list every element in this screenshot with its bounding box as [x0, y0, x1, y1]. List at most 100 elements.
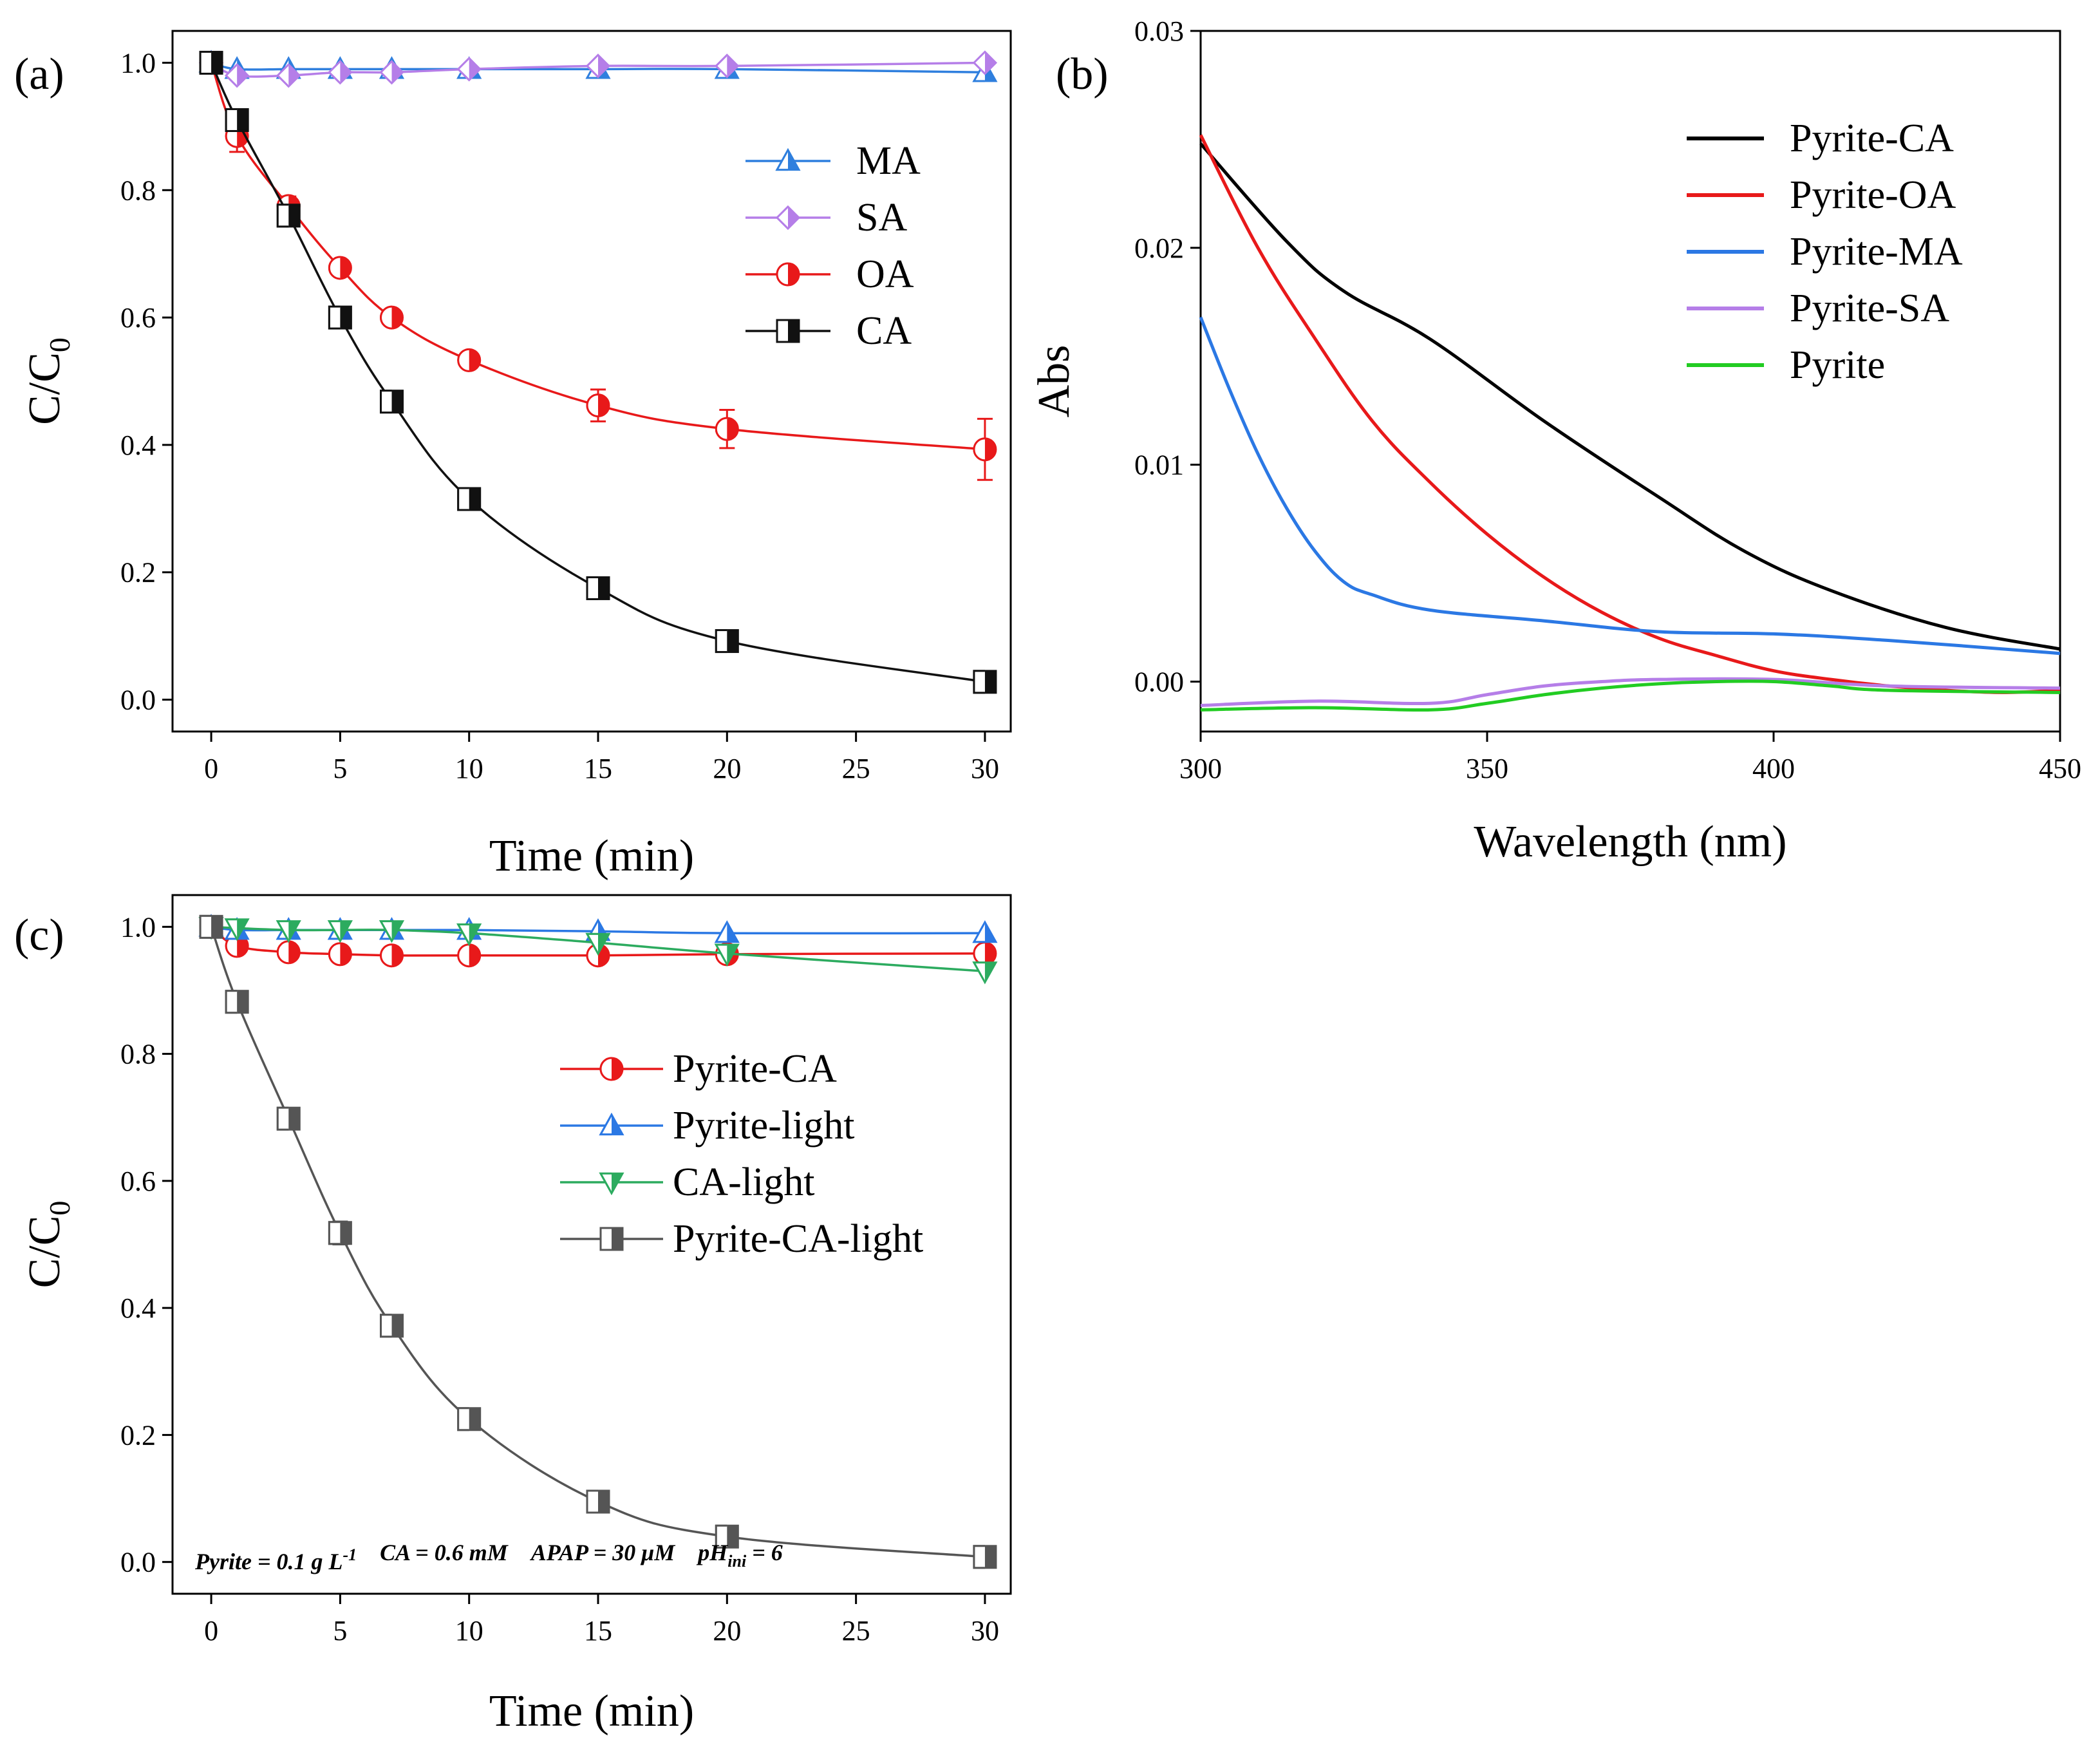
plot-frame: [171, 30, 1012, 733]
legend-label: Pyrite-SA: [1790, 287, 1949, 330]
panel-label: (b): [1056, 50, 1109, 99]
legend-marker-open-half: [775, 147, 788, 171]
data-point-open-half: [380, 943, 392, 968]
data-point-open-half: [327, 920, 341, 943]
series-line: [1199, 134, 2061, 694]
y-tick-label: 1.0: [120, 911, 156, 943]
series-Pyrite-OA: Pyrite-OA: [1199, 134, 2061, 694]
series-line: [1199, 316, 2061, 656]
y-axis-title: C/C0: [20, 1201, 76, 1289]
y-tick-label: 0.4: [120, 430, 156, 461]
data-point-open-half: [715, 53, 727, 79]
data-point-open-half: [225, 990, 238, 1014]
y-tick-label: 0.8: [120, 1039, 156, 1070]
x-tick-label: 15: [584, 753, 612, 784]
data-point-open-half: [973, 437, 985, 462]
x-tick-label: 10: [455, 753, 483, 784]
x-tick-label: 5: [333, 1615, 347, 1647]
legend-label: MA: [856, 139, 921, 183]
data-point-open-half: [457, 487, 469, 511]
x-tick-label: 15: [584, 1615, 612, 1647]
x-tick-label: 30: [971, 753, 999, 784]
y-tick-label: 0.03: [1134, 15, 1184, 47]
data-point-open-half: [457, 943, 469, 968]
series-line: [1200, 677, 2061, 708]
legend-marker-open-half: [776, 262, 788, 287]
y-axis-title-main: Abs: [1029, 345, 1079, 418]
y-tick-label: 0.6: [120, 1166, 156, 1197]
x-tick-label: 450: [2039, 753, 2081, 784]
data-point-open-half: [972, 920, 985, 943]
series-CA-light: CA-light: [198, 917, 998, 1204]
x-tick-label: 0: [204, 753, 218, 784]
series-Pyrite-CA-light: Pyrite-CA-light: [199, 914, 997, 1569]
data-point-open-half: [456, 57, 469, 82]
series-Pyrite-MA: Pyrite-MA: [1199, 230, 2061, 656]
x-tick-label: 300: [1179, 753, 1222, 784]
y-tick-label: 0.0: [120, 685, 156, 716]
legend-marker-open-half: [599, 1057, 612, 1081]
data-point-open-half: [328, 942, 341, 967]
conditions-annotation: Pyrite = 0.1 g L-1 CA = 0.6 mM APAP = 30 μ…: [194, 1540, 783, 1574]
annotation-part: Pyrite = 0.1 g L: [194, 1549, 342, 1574]
legend-label: Pyrite-CA: [673, 1047, 837, 1091]
y-tick-label: 0.4: [120, 1292, 156, 1324]
annotation-part: pH: [696, 1540, 728, 1565]
panel-label: (c): [14, 911, 64, 960]
panel-a: 0 5 10 15 20 25 30 0.0 0.2 0.4 0.6 0.8 1.0 (a) Time (m…: [14, 30, 1012, 881]
annotation-sup: -1: [342, 1545, 357, 1564]
x-tick-label: 400: [1752, 753, 1795, 784]
data-point-open-half: [379, 920, 392, 943]
data-point-open-half: [714, 920, 727, 943]
y-axis-title: Abs: [1029, 345, 1079, 418]
data-point-open-half: [457, 348, 469, 372]
legend-marker-open-half: [599, 1172, 612, 1196]
x-axis-title: Time (min): [489, 1686, 694, 1736]
y-tick-label: 0.6: [120, 302, 156, 334]
data-point-open-half: [224, 918, 238, 941]
annotation-reset: = 6: [746, 1540, 783, 1565]
legend-marker-open-half: [776, 319, 788, 343]
y-tick-label: 0.01: [1134, 449, 1184, 481]
x-axis-title: Wavelength (nm): [1474, 817, 1786, 867]
legend-marker-open-half: [599, 1112, 612, 1136]
series-CA: CA: [199, 50, 997, 694]
data-point-open-half: [972, 961, 985, 985]
panel-c: 0 5 10 15 20 25 30 0.0 0.2 0.4 0.6 0.8 1.0 (c) Time (m…: [14, 894, 1012, 1736]
x-tick-label: 350: [1466, 753, 1508, 784]
data-point-open-half: [328, 1221, 341, 1245]
data-point-open-half: [328, 60, 341, 85]
data-point-open-half: [973, 941, 985, 966]
x-axis-title: Time (min): [489, 831, 694, 881]
x-tick-label: 30: [971, 1615, 999, 1647]
data-point-open-half: [199, 50, 212, 75]
data-point-open-half: [276, 203, 289, 228]
data-point-open-half: [586, 393, 599, 418]
legend-label: Pyrite: [1790, 343, 1885, 387]
annotation-sub: ini: [727, 1552, 747, 1571]
plot-frame: [1199, 30, 2061, 733]
legend-marker-open-half: [599, 1227, 612, 1251]
y-tick-label: 1.0: [120, 47, 156, 79]
data-point-open-half: [328, 305, 341, 330]
x-tick-label: 20: [713, 753, 741, 784]
data-point-open-half: [585, 53, 599, 79]
data-point-open-half: [585, 932, 599, 956]
data-point-open-half: [973, 670, 985, 694]
data-point-open-half: [199, 914, 212, 939]
panel-b: 300 350 400 450 0.00 0.01 0.02 0.03 (b) Wavelengt…: [1029, 15, 2081, 867]
data-point-open-half: [586, 1489, 599, 1514]
legend-label: SA: [856, 196, 907, 240]
x-tick-label: 25: [842, 1615, 870, 1647]
plot-frame: [171, 894, 1012, 1595]
y-tick-label: 0.00: [1134, 666, 1184, 698]
legend-label: Pyrite-MA: [1790, 230, 1963, 274]
y-axis-title-main: C/C: [20, 352, 70, 425]
x-tick-label: 20: [713, 1615, 741, 1647]
series-SA: SA: [198, 50, 998, 240]
y-tick-label: 0.2: [120, 557, 156, 589]
data-point-open-half: [276, 63, 289, 88]
data-point-open-half: [380, 390, 392, 414]
y-axis-title-sub: 0: [43, 1201, 76, 1216]
